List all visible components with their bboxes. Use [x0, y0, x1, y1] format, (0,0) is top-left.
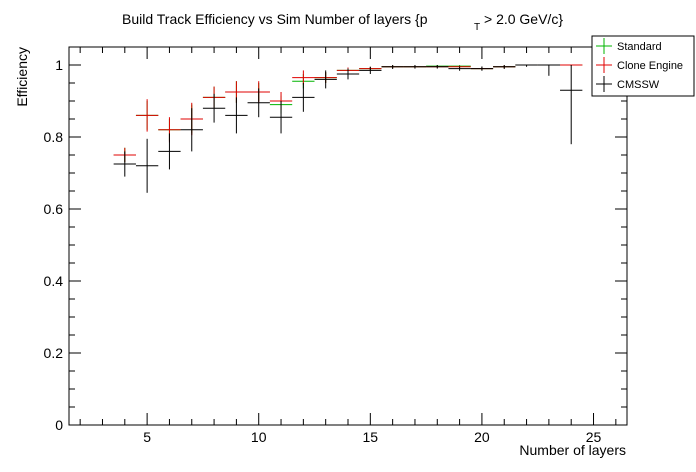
y-tick-label: 0.8 — [44, 129, 64, 145]
y-axis-label: Efficiency — [14, 47, 30, 107]
y-axis: 0 0.2 0.4 0.6 0.8 1 — [44, 57, 627, 433]
plot-frame — [68, 46, 628, 426]
chart-title-main: Build Track Efficiency vs Sim Number of … — [122, 11, 428, 27]
chart-title-subscript: T — [474, 22, 480, 33]
series-layer — [113, 64, 583, 193]
x-tick-label: 25 — [586, 429, 602, 445]
y-tick-label: 0.6 — [44, 201, 64, 217]
series-cmssw — [113, 64, 583, 193]
y-tick-label: 1 — [55, 57, 63, 73]
legend-label: CMSSW — [617, 79, 660, 91]
chart-title-tail: > 2.0 GeV/c} — [484, 11, 563, 27]
legend: Standard Clone Engine CMSSW — [591, 35, 695, 97]
x-tick-label: 20 — [474, 429, 490, 445]
x-tick-label: 5 — [143, 429, 151, 445]
y-tick-label: 0.2 — [44, 345, 64, 361]
x-axis: 5 10 15 20 25 — [79, 47, 617, 445]
series-standard — [113, 64, 583, 163]
x-tick-label: 15 — [363, 429, 379, 445]
y-tick-label: 0.4 — [44, 273, 64, 289]
x-tick-label: 10 — [251, 429, 267, 445]
y-tick-label: 0 — [55, 417, 63, 433]
x-axis-label: Number of layers — [519, 442, 626, 458]
legend-label: Clone Engine — [617, 60, 683, 72]
series-clone-engine — [113, 64, 583, 163]
legend-label: Standard — [617, 41, 662, 53]
